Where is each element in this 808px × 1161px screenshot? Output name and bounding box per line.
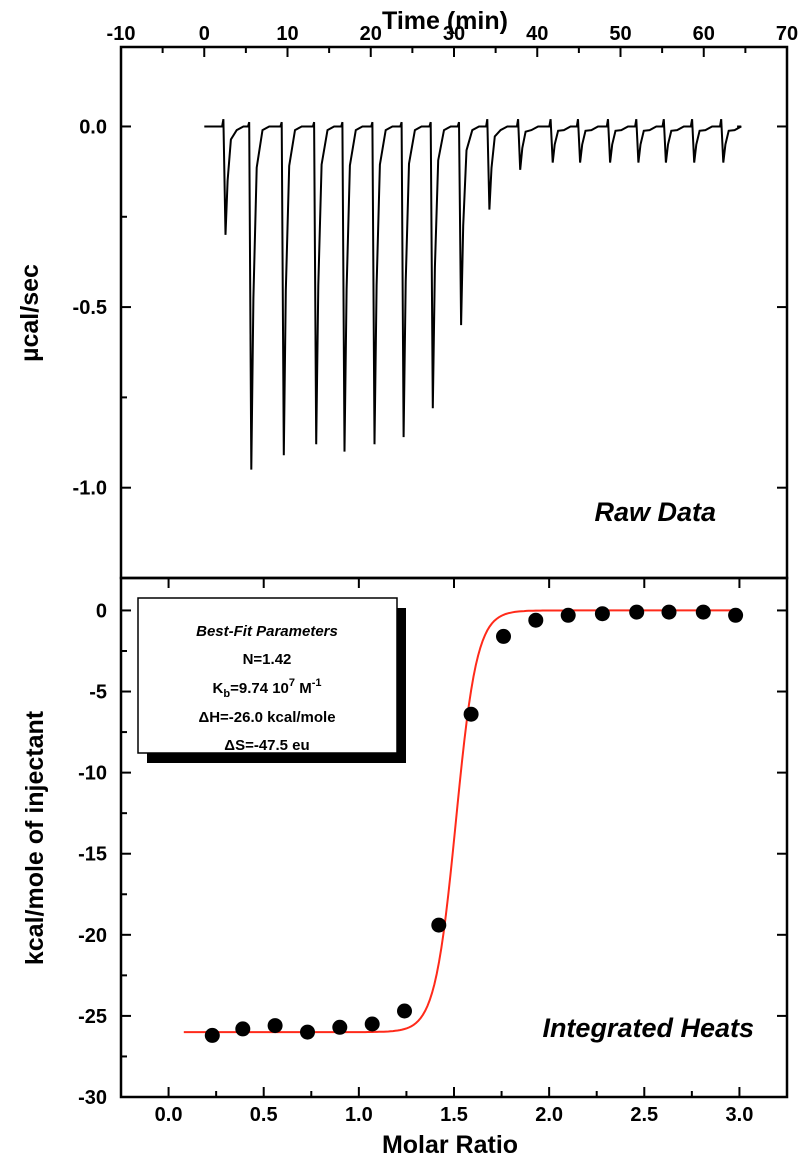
- integrated-heat-point: [661, 604, 677, 620]
- integrated-heat-point: [204, 1027, 220, 1043]
- time-axis-ticks: -10 0 10 20 30 40 50 60 70: [107, 23, 798, 57]
- heat-y-tick-label: -20: [78, 925, 107, 947]
- raw-y-tick-label: 0.0: [79, 116, 107, 138]
- heat-y-axis-title: kcal/mole of injectant: [21, 710, 49, 965]
- time-tick-label: 0: [199, 23, 210, 45]
- param-ds: ΔS=-47.5 eu: [224, 737, 309, 754]
- time-tick-label: 60: [693, 23, 715, 45]
- time-axis-title: Time (min): [382, 7, 508, 35]
- box-title: Best-Fit Parameters: [196, 623, 338, 640]
- integrated-heat-point: [728, 607, 744, 623]
- integrated-heat-point: [332, 1019, 348, 1035]
- molar-ratio-tick-label: 0.5: [250, 1104, 278, 1126]
- box-body: [137, 597, 398, 754]
- heat-y-tick-label: -30: [78, 1087, 107, 1109]
- integrated-heats-panel: 0.0 0.5 1.0 1.5 2.0 2.5 3.0 0 -5 -10 -15 -20 -25 -30…: [21, 576, 789, 1159]
- integrated-heat-point: [235, 1021, 251, 1037]
- integrated-heat-point: [629, 604, 645, 620]
- raw-y-axis-title: µcal/sec: [16, 264, 44, 362]
- heat-y-tick-label: -10: [78, 763, 107, 785]
- molar-ratio-tick-label: 2.0: [535, 1104, 563, 1126]
- raw-y-tick-label: -0.5: [73, 297, 107, 319]
- molar-ratio-axis-ticks: 0.0 0.5 1.0 1.5 2.0 2.5 3.0: [120, 578, 788, 1126]
- param-n: N=1.42: [243, 651, 292, 668]
- param-dh: ΔH=-26.0 kcal/mole: [198, 709, 335, 726]
- molar-ratio-tick-label: 3.0: [726, 1104, 754, 1126]
- integrated-heat-point: [560, 607, 576, 623]
- integrated-heat-point: [528, 612, 544, 628]
- molar-ratio-tick-label: 1.5: [440, 1104, 468, 1126]
- integrated-heat-point: [431, 917, 447, 933]
- param-kb: Kb=9.74 107 M-1: [213, 677, 322, 700]
- integrated-heat-point: [397, 1003, 412, 1019]
- raw-thermogram-trace: [204, 119, 742, 470]
- raw-data-panel: -10 0 10 20 30 40 50 60 70 0.0 -0.5 -1.0 Time (min…: [16, 7, 798, 580]
- integrated-heat-point: [267, 1018, 283, 1034]
- integrated-heat-point: [463, 706, 479, 722]
- molar-ratio-tick-label: 2.5: [630, 1104, 658, 1126]
- integrated-heat-points: [204, 604, 744, 1043]
- time-tick-label: -10: [107, 23, 136, 45]
- integrated-heat-point: [300, 1024, 315, 1040]
- time-tick-label: 10: [276, 23, 298, 45]
- heat-y-tick-label: 0: [96, 600, 107, 622]
- integrated-heats-label: Integrated Heats: [542, 1013, 754, 1043]
- heat-y-tick-label: -5: [89, 682, 107, 704]
- integrated-heat-point: [695, 604, 711, 620]
- time-tick-label: 20: [360, 23, 382, 45]
- integrated-heat-point: [364, 1016, 380, 1032]
- heat-y-tick-label: -15: [78, 844, 107, 866]
- raw-y-tick-label: -1.0: [73, 478, 107, 500]
- integrated-heat-point: [594, 606, 610, 622]
- raw-y-axis-ticks: 0.0 -0.5 -1.0: [73, 116, 787, 500]
- molar-ratio-axis-title: Molar Ratio: [382, 1131, 518, 1159]
- molar-ratio-tick-label: 0.0: [155, 1104, 183, 1126]
- molar-ratio-tick-label: 1.0: [345, 1104, 373, 1126]
- integrated-heat-point: [496, 628, 511, 644]
- heat-y-axis-ticks: 0 -5 -10 -15 -20 -25 -30: [78, 600, 787, 1109]
- time-tick-label: 40: [526, 23, 548, 45]
- time-tick-label: 30: [443, 23, 465, 45]
- heat-y-tick-label: -25: [78, 1006, 107, 1028]
- best-fit-parameters-box: Best-Fit Parameters N=1.42 Kb=9.74 107 M…: [137, 597, 406, 763]
- raw-data-label: Raw Data: [594, 497, 716, 527]
- time-tick-label: 50: [609, 23, 631, 45]
- time-tick-label: 70: [776, 23, 798, 45]
